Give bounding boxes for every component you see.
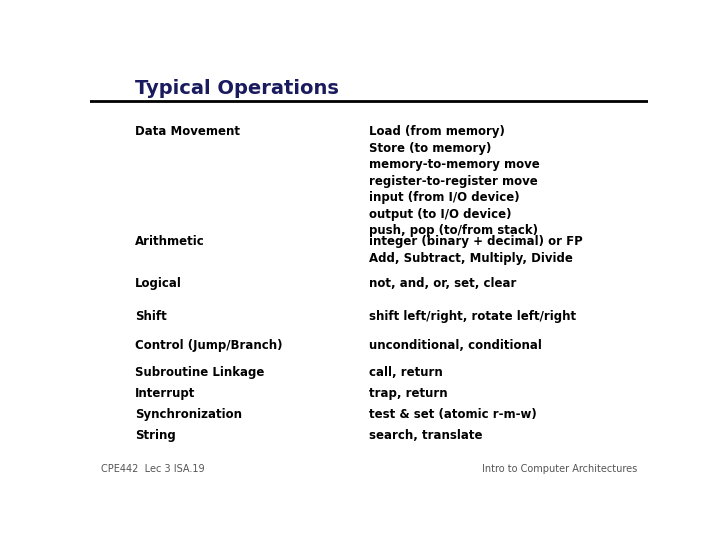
Text: Load (from memory)
Store (to memory)
memory-to-memory move
register-to-register : Load (from memory) Store (to memory) mem… (369, 125, 540, 237)
Text: Interrupt: Interrupt (135, 387, 195, 400)
Text: Control (Jump/Branch): Control (Jump/Branch) (135, 339, 282, 352)
Text: integer (binary + decimal) or FP
Add, Subtract, Multiply, Divide: integer (binary + decimal) or FP Add, Su… (369, 235, 582, 265)
Text: Shift: Shift (135, 310, 166, 323)
Text: Typical Operations: Typical Operations (135, 79, 338, 98)
Text: search, translate: search, translate (369, 429, 482, 442)
Text: Intro to Computer Architectures: Intro to Computer Architectures (482, 464, 637, 474)
Text: CPE442  Lec 3 ISA.19: CPE442 Lec 3 ISA.19 (101, 464, 204, 474)
Text: Synchronization: Synchronization (135, 408, 242, 421)
Text: trap, return: trap, return (369, 387, 448, 400)
Text: Subroutine Linkage: Subroutine Linkage (135, 366, 264, 379)
Text: String: String (135, 429, 176, 442)
Text: Arithmetic: Arithmetic (135, 235, 204, 248)
Text: Logical: Logical (135, 277, 181, 290)
Text: shift left/right, rotate left/right: shift left/right, rotate left/right (369, 310, 576, 323)
Text: test & set (atomic r-m-w): test & set (atomic r-m-w) (369, 408, 536, 421)
Text: unconditional, conditional: unconditional, conditional (369, 339, 542, 352)
Text: not, and, or, set, clear: not, and, or, set, clear (369, 277, 516, 290)
Text: call, return: call, return (369, 366, 443, 379)
Text: Data Movement: Data Movement (135, 125, 240, 138)
